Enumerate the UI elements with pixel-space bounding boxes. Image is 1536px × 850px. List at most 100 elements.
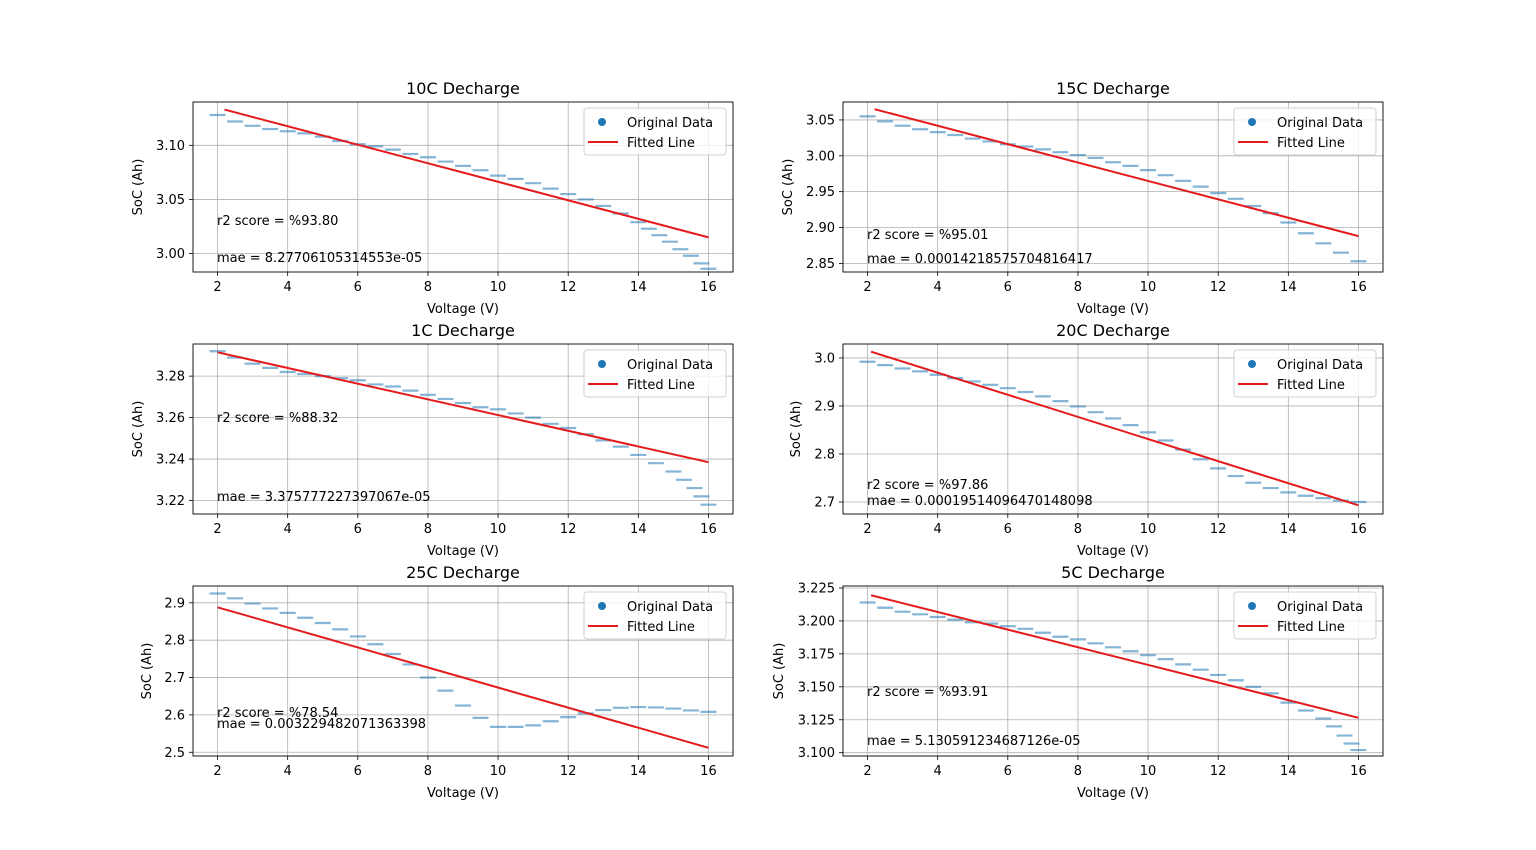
legend-label-original: Original Data xyxy=(627,116,713,131)
y-tick-label: 3.125 xyxy=(798,713,835,728)
x-tick-label: 14 xyxy=(630,522,647,537)
plot-frame xyxy=(842,585,1384,757)
y-axis-label: SoC (Ah) xyxy=(131,159,146,216)
fitted-line xyxy=(224,108,709,239)
x-tick-label: 4 xyxy=(284,522,292,537)
r2-annotation: r2 score = %93.80 xyxy=(217,214,338,229)
legend-label-fitted: Fitted Line xyxy=(1277,620,1345,635)
x-tick-label: 14 xyxy=(630,280,647,295)
x-axis-label: Voltage (V) xyxy=(427,544,499,559)
x-tick-label: 4 xyxy=(934,522,942,537)
mae-annotation: mae = 0.003229482071363398 xyxy=(217,717,426,732)
x-tick-label: 10 xyxy=(1140,764,1157,779)
y-tick-label: 3.10 xyxy=(156,139,185,154)
y-tick-label: 3.22 xyxy=(156,494,185,509)
y-axis-label: SoC (Ah) xyxy=(131,401,146,458)
legend-label-original: Original Data xyxy=(1277,358,1363,373)
y-tick-label: 3.24 xyxy=(156,453,185,468)
x-tick-label: 16 xyxy=(1350,522,1367,537)
x-tick-label: 14 xyxy=(1280,280,1297,295)
y-tick-label: 3.150 xyxy=(798,680,835,695)
legend-frame xyxy=(1233,349,1377,398)
x-axis-label: Voltage (V) xyxy=(1077,302,1149,317)
legend-marker-original xyxy=(1248,360,1256,368)
x-tick-label: 8 xyxy=(424,764,432,779)
y-tick-label: 2.85 xyxy=(806,257,835,272)
chart-title: 20C Decharge xyxy=(1056,321,1170,340)
y-tick-label: 2.8 xyxy=(814,447,835,462)
x-tick-label: 6 xyxy=(1004,764,1012,779)
legend-frame xyxy=(1233,591,1377,640)
y-tick-label: 3.00 xyxy=(806,149,835,164)
x-tick-label: 2 xyxy=(213,522,221,537)
y-tick-label: 3.05 xyxy=(156,193,185,208)
y-tick-label: 2.95 xyxy=(806,185,835,200)
legend: Original Data Fitted Line xyxy=(583,591,727,640)
x-tick-label: 10 xyxy=(1140,522,1157,537)
y-tick-label: 2.9 xyxy=(814,399,835,414)
x-tick-label: 12 xyxy=(560,764,577,779)
legend: Original Data Fitted Line xyxy=(1233,591,1377,640)
legend-label-fitted: Fitted Line xyxy=(1277,136,1345,151)
x-axis-label: Voltage (V) xyxy=(427,302,499,317)
y-tick-label: 2.9 xyxy=(164,596,185,611)
y-tick-label: 3.200 xyxy=(798,614,835,629)
subplot-6: 5C Decharge 2 4 6 8 10 12 14 16 3.100 3.125 3.150 3.… xyxy=(772,563,1384,801)
y-axis-label: SoC (Ah) xyxy=(140,643,155,700)
plot-frame xyxy=(192,585,734,757)
x-tick-label: 6 xyxy=(354,764,362,779)
subplot-2: 15C Decharge 2 4 6 8 10 12 14 16 2.85 2.90 2.95 3.00… xyxy=(781,79,1384,317)
legend-label-original: Original Data xyxy=(1277,600,1363,615)
chart-title: 25C Decharge xyxy=(406,563,520,582)
fitted-line xyxy=(870,350,1359,507)
y-tick-label: 3.175 xyxy=(798,647,835,662)
mae-annotation: mae = 8.27706105314553e-05 xyxy=(217,251,422,266)
y-tick-label: 2.6 xyxy=(164,708,185,723)
x-tick-label: 8 xyxy=(1074,764,1082,779)
x-tick-label: 16 xyxy=(700,280,717,295)
x-tick-label: 2 xyxy=(863,280,871,295)
x-axis-label: Voltage (V) xyxy=(427,786,499,801)
legend-marker-original xyxy=(1248,118,1256,126)
y-tick-label: 3.100 xyxy=(798,746,835,761)
x-tick-label: 6 xyxy=(354,280,362,295)
x-tick-label: 8 xyxy=(424,280,432,295)
r2-annotation: r2 score = %97.86 xyxy=(867,478,988,493)
mae-annotation: mae = 3.375777227397067e-05 xyxy=(217,490,430,505)
chart-title: 15C Decharge xyxy=(1056,79,1170,98)
x-tick-label: 4 xyxy=(284,764,292,779)
x-tick-label: 8 xyxy=(1074,280,1082,295)
y-tick-label: 3.28 xyxy=(156,370,185,385)
x-tick-label: 16 xyxy=(700,764,717,779)
legend-marker-original xyxy=(598,360,606,368)
y-tick-label: 2.5 xyxy=(164,746,185,761)
plot-frame xyxy=(842,101,1384,273)
mae-annotation: mae = 0.00019514096470148098 xyxy=(867,494,1093,509)
y-tick-label: 3.05 xyxy=(806,113,835,128)
x-tick-label: 16 xyxy=(1350,764,1367,779)
y-tick-label: 3.225 xyxy=(798,581,835,596)
legend-label-original: Original Data xyxy=(627,358,713,373)
legend-frame xyxy=(583,107,727,156)
x-tick-label: 2 xyxy=(863,764,871,779)
legend-frame xyxy=(1233,107,1377,156)
legend-marker-original xyxy=(598,118,606,126)
legend-label-fitted: Fitted Line xyxy=(1277,378,1345,393)
x-tick-label: 16 xyxy=(700,522,717,537)
y-tick-label: 3.0 xyxy=(814,351,835,366)
x-axis-label: Voltage (V) xyxy=(1077,786,1149,801)
x-tick-label: 14 xyxy=(1280,522,1297,537)
y-axis-label: SoC (Ah) xyxy=(781,159,796,216)
r2-annotation: r2 score = %93.91 xyxy=(867,685,988,700)
y-tick-label: 2.90 xyxy=(806,221,835,236)
subplot-5: 25C Decharge 2 4 6 8 10 12 14 16 2.5 2.6 2.7 2.8 2.9 V… xyxy=(140,563,734,801)
x-tick-label: 8 xyxy=(1074,522,1082,537)
x-tick-label: 10 xyxy=(490,280,507,295)
x-tick-label: 12 xyxy=(1210,280,1227,295)
y-tick-label: 3.26 xyxy=(156,411,185,426)
legend-label-fitted: Fitted Line xyxy=(627,136,695,151)
fitted-line xyxy=(870,594,1359,719)
plot-frame xyxy=(192,343,734,515)
legend-label-fitted: Fitted Line xyxy=(627,620,695,635)
y-tick-label: 2.7 xyxy=(814,495,835,510)
